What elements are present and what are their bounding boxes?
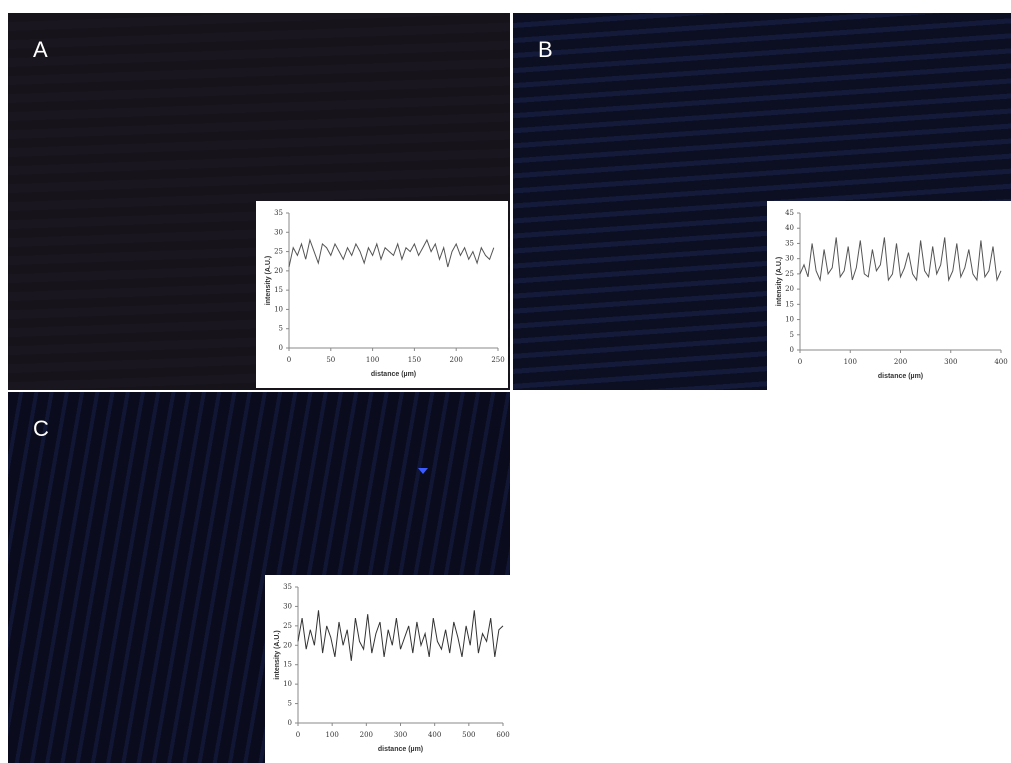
y-tick-label: 15 (283, 661, 292, 669)
y-tick-label: 5 (790, 331, 794, 339)
panel-label: B (538, 37, 553, 62)
y-tick-label: 10 (785, 316, 794, 324)
panel-label: A (33, 37, 48, 62)
data-line (288, 238, 495, 268)
y-tick-label: 0 (279, 344, 283, 352)
y-tick-label: 20 (274, 267, 283, 275)
y-tick-label: 40 (785, 224, 794, 232)
y-tick-label: 25 (274, 248, 283, 256)
data-line (297, 610, 504, 661)
x-tick-label: 300 (944, 358, 957, 366)
y-tick-label: 5 (288, 700, 292, 708)
data-line (799, 237, 1002, 282)
inset-chart (256, 201, 508, 388)
y-tick-label: 0 (790, 346, 794, 354)
y-tick-label: 25 (785, 270, 794, 278)
x-tick-label: 400 (428, 731, 441, 739)
panel-label: C (33, 416, 49, 441)
y-tick-label: 20 (283, 641, 292, 649)
x-tick-label: 100 (325, 731, 338, 739)
inset-chart (265, 575, 513, 763)
y-tick-label: 0 (288, 719, 292, 727)
x-tick-label: 0 (296, 731, 300, 739)
x-tick-label: 400 (994, 358, 1007, 366)
y-tick-label: 35 (785, 239, 794, 247)
y-tick-label: 30 (283, 602, 292, 610)
x-axis-title: distance (µm) (371, 371, 416, 378)
x-tick-label: 200 (894, 358, 907, 366)
y-tick-label: 30 (785, 255, 794, 263)
y-tick-label: 10 (283, 680, 292, 688)
y-tick-label: 35 (274, 209, 283, 217)
x-tick-label: 100 (366, 356, 379, 364)
x-tick-label: 0 (798, 358, 802, 366)
y-axis-title: intensity (A.U.) (776, 257, 783, 306)
y-axis-title: intensity (A.U.) (265, 256, 272, 305)
x-axis-title: distance (µm) (378, 746, 423, 753)
inset-chart (767, 201, 1011, 390)
x-tick-label: 100 (844, 358, 857, 366)
y-tick-label: 15 (785, 300, 794, 308)
y-axis-title: intensity (A.U.) (274, 630, 281, 679)
x-tick-label: 250 (491, 356, 504, 364)
x-tick-label: 0 (287, 356, 291, 364)
marker-spot (418, 468, 428, 474)
x-tick-label: 50 (326, 356, 335, 364)
y-tick-label: 10 (274, 305, 283, 313)
y-tick-label: 15 (274, 286, 283, 294)
y-tick-label: 30 (274, 228, 283, 236)
y-tick-label: 25 (283, 622, 292, 630)
x-tick-label: 600 (496, 731, 509, 739)
x-tick-label: 200 (360, 731, 373, 739)
x-tick-label: 500 (462, 731, 475, 739)
x-axis-title: distance (µm) (878, 373, 923, 380)
y-tick-label: 45 (785, 209, 794, 217)
x-tick-label: 200 (450, 356, 463, 364)
y-tick-label: 5 (279, 325, 283, 333)
x-tick-label: 150 (408, 356, 421, 364)
x-tick-label: 300 (394, 731, 407, 739)
y-tick-label: 35 (283, 583, 292, 591)
y-tick-label: 20 (785, 285, 794, 293)
